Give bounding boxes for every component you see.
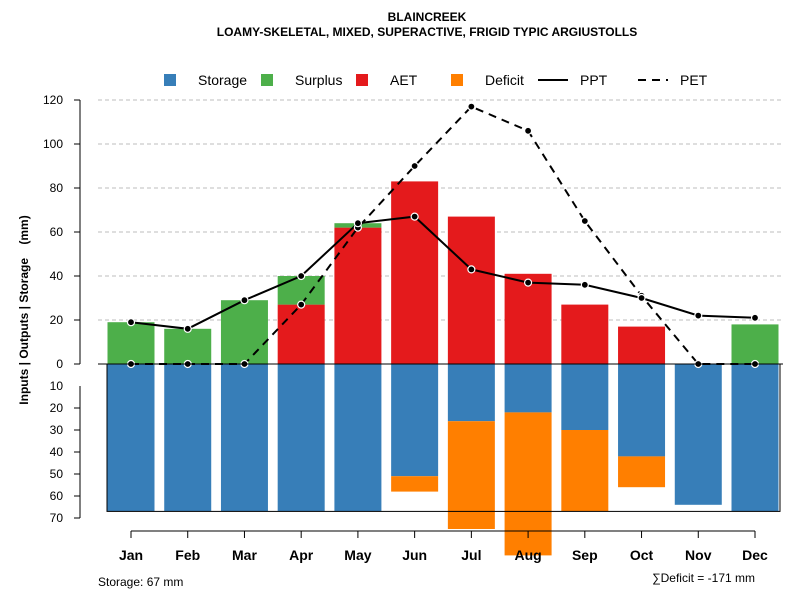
- x-tick-label: Jun: [402, 547, 427, 563]
- storage-bar: [504, 364, 552, 413]
- pet-point: [467, 102, 476, 111]
- storage-bar: [164, 364, 212, 512]
- ppt-point: [580, 280, 589, 289]
- deficit-bar: [561, 430, 609, 512]
- bars: [107, 181, 779, 556]
- y-tick-label: 30: [50, 423, 64, 437]
- deficit-bar: [447, 421, 495, 529]
- storage-bar: [447, 364, 495, 422]
- surplus-bar: [164, 328, 212, 364]
- y-tick-label: 70: [50, 511, 64, 525]
- surplus-bar: [731, 324, 779, 364]
- grid: [98, 99, 783, 321]
- legend-label: PPT: [580, 72, 608, 88]
- x-tick-label: Dec: [742, 547, 768, 563]
- storage-bar: [107, 364, 155, 512]
- legend-swatch: [261, 74, 273, 86]
- deficit-bar: [618, 456, 666, 488]
- x-tick-label: Apr: [289, 547, 314, 563]
- legend-swatch: [451, 74, 463, 86]
- storage-bar: [674, 364, 722, 505]
- ppt-point: [523, 278, 533, 287]
- x-tick-label: Nov: [685, 547, 712, 563]
- x-tick-label: Aug: [514, 547, 541, 563]
- legend-label: Surplus: [295, 72, 342, 88]
- aet-bar: [334, 227, 382, 364]
- pet-point: [297, 300, 306, 309]
- y-tick-label: 40: [50, 445, 64, 459]
- pet-point: [580, 216, 589, 226]
- x-tick-label: Feb: [175, 547, 200, 563]
- legend-swatch: [356, 74, 368, 86]
- chart-title: BLAINCREEK: [388, 10, 467, 24]
- ppt-point: [410, 212, 419, 221]
- x-tick-label: Mar: [232, 547, 257, 563]
- y-tick-label: 0: [56, 357, 63, 371]
- ppt-point: [240, 296, 249, 305]
- aet-bar: [447, 216, 495, 364]
- y-tick-label: 50: [50, 467, 64, 481]
- ppt-point: [353, 219, 363, 228]
- ppt-point: [694, 311, 703, 320]
- aet-bar: [391, 181, 439, 364]
- ppt-point: [183, 324, 192, 333]
- x-tick-label: Oct: [630, 547, 654, 563]
- x-tick-label: Jan: [119, 547, 143, 563]
- surplus-bar: [107, 322, 155, 364]
- legend-label: Storage: [198, 72, 247, 88]
- aet-bar: [277, 304, 325, 364]
- ppt-point: [297, 271, 306, 281]
- y-tick-label: 100: [43, 137, 63, 151]
- y-tick-label: 60: [50, 489, 64, 503]
- legend-label: PET: [680, 72, 708, 88]
- storage-bar: [277, 364, 325, 512]
- y-tick-label: 20: [50, 401, 64, 415]
- legend-label: Deficit: [485, 72, 524, 88]
- x-tick-label: Jul: [461, 547, 481, 563]
- legend-label: AET: [390, 72, 418, 88]
- y-tick-label: 60: [50, 225, 64, 239]
- x-tick-label: May: [344, 547, 371, 563]
- pet-point: [410, 161, 419, 171]
- ppt-point: [467, 265, 476, 274]
- storage-bar: [618, 364, 666, 457]
- y-axis-label: Inputs | Outputs | Storage (mm): [17, 215, 31, 404]
- y-tick-label: 10: [50, 379, 64, 393]
- ppt-point: [637, 293, 646, 303]
- x-tick-label: Sep: [572, 547, 598, 563]
- ppt-line: [130, 215, 756, 330]
- y-tick-label: 40: [50, 269, 64, 283]
- aet-bar: [504, 273, 552, 364]
- deficit-bar: [391, 476, 439, 492]
- storage-bar: [731, 364, 779, 512]
- storage-bar: [391, 364, 439, 477]
- y-tick-label: 80: [50, 181, 64, 195]
- surplus-bar: [277, 276, 325, 305]
- legend-swatch: [164, 74, 176, 86]
- footer-deficit: ∑Deficit = -171 mm: [652, 571, 755, 585]
- y-tick-label: 20: [50, 313, 64, 327]
- ppt-point: [126, 318, 136, 327]
- footer-storage: Storage: 67 mm: [98, 575, 183, 589]
- storage-bar: [334, 364, 382, 512]
- pet-point: [523, 126, 533, 135]
- y-tick-label: 120: [43, 93, 63, 107]
- chart-subtitle: LOAMY-SKELETAL, MIXED, SUPERACTIVE, FRIG…: [217, 25, 637, 39]
- ppt-point: [750, 313, 760, 322]
- legend: Storage Surplus AET Deficit PPT PET: [164, 72, 708, 88]
- aet-bar: [561, 304, 609, 364]
- storage-bar: [561, 364, 609, 430]
- axes: 0 20 40 60 80 100 120 10 20 30 40 50 60 70 Jan Feb Mar Ap…: [43, 93, 783, 563]
- storage-bar: [220, 364, 268, 512]
- surplus-bar: [220, 300, 268, 364]
- aet-bar: [618, 326, 666, 364]
